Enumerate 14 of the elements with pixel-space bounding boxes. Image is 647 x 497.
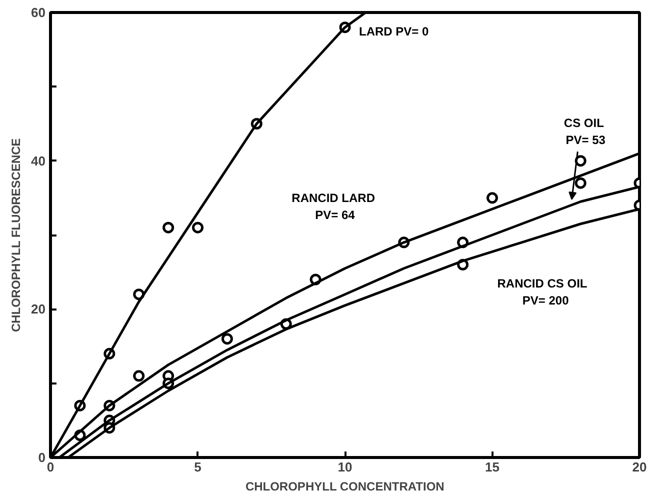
y-tick-label: 60 bbox=[31, 5, 46, 20]
y-tick-label: 40 bbox=[31, 153, 46, 168]
x-axis-title: CHLOROPHYLL CONCENTRATION bbox=[245, 480, 444, 494]
x-tick-label: 15 bbox=[485, 460, 500, 474]
text: RANCID CS OIL PV= 200 bbox=[497, 276, 588, 308]
series-label: LARD PV= 0 bbox=[359, 24, 430, 38]
y-tick-label: 0 bbox=[38, 450, 46, 465]
text: CS OIL PV= 53 bbox=[564, 116, 606, 148]
x-tick-label: 5 bbox=[194, 460, 202, 474]
x-tick-label: 10 bbox=[338, 460, 352, 474]
text: RANCID LARD PV= 64 bbox=[292, 190, 376, 222]
y-tick-label: 20 bbox=[31, 302, 46, 317]
x-tick-label: 20 bbox=[632, 460, 647, 474]
y-axis-title: CHLOROPHYLL FLUORESCENCE bbox=[9, 138, 24, 332]
